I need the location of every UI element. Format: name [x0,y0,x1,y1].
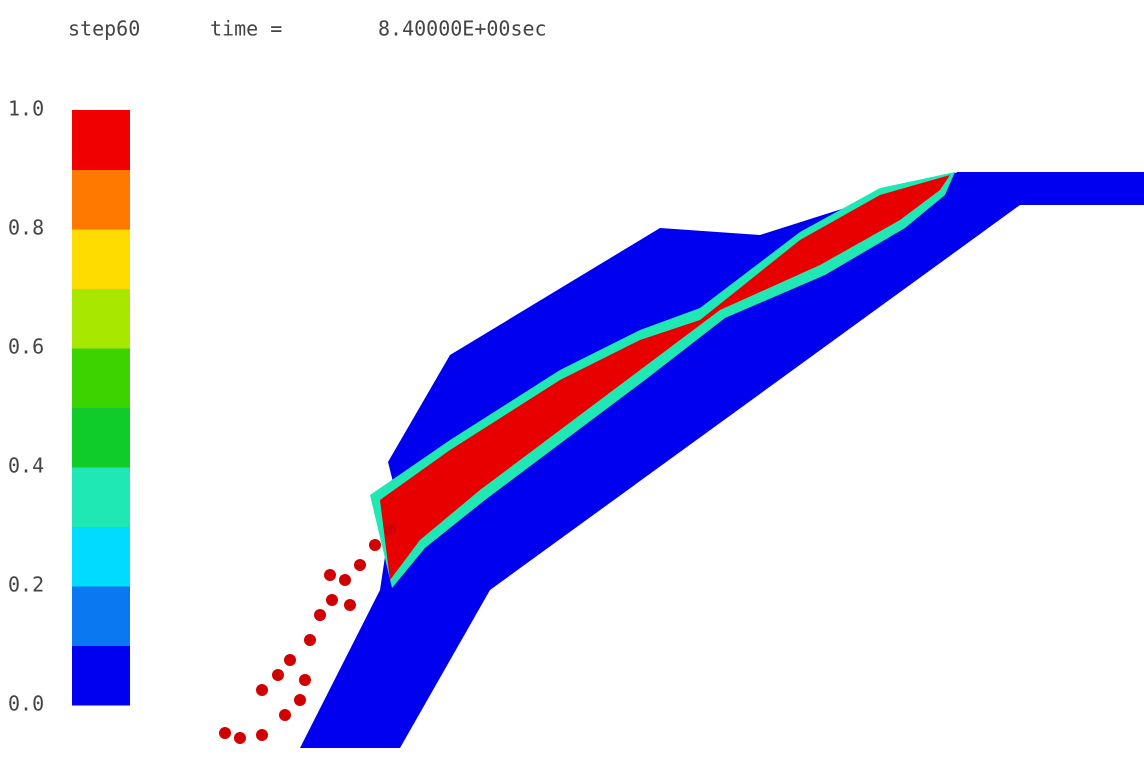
colorbar-band [72,110,130,170]
colorbar-tick-label: 1.0 [8,97,44,121]
colorbar-band [72,407,130,468]
colorbar-band [72,348,130,408]
colorbar-band [72,467,130,527]
debris [219,524,396,744]
colorbar-band [72,229,130,289]
colorbar-tick-label: 0.6 [8,335,44,359]
colorbar-band [72,645,130,706]
colorbar-tick-label: 0.8 [8,216,44,240]
colorbar-band [72,288,130,349]
colorbar-tick-label: 0.2 [8,573,44,597]
colorbar-band [72,586,130,646]
shear-band [380,175,950,580]
colorbar-band [72,169,130,230]
time-value: 8.40000E+00sec [378,17,547,41]
particle-field [219,172,1144,748]
shear-band-edge [370,172,955,588]
step-label: step60 [68,17,140,41]
colorbar-tick-label: 0.0 [8,692,44,716]
colorbar-tick-label: 0.4 [8,454,44,478]
colorbar-band [72,526,130,587]
time-label: time = [210,17,282,41]
